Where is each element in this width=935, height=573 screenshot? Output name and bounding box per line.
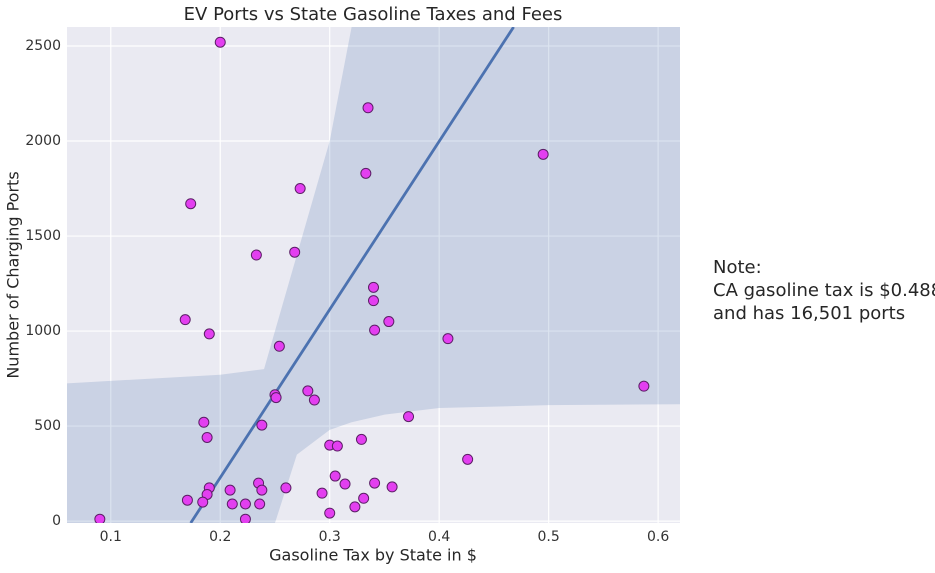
data-point [197,496,209,508]
x-tick-label: 0.5 [538,529,560,545]
data-point [308,394,320,406]
data-point [362,102,374,114]
y-tick-label: 0 [52,513,61,529]
y-axis-label: Number of Charging Ports [4,171,23,378]
data-point [368,281,379,293]
data-point [358,492,370,504]
data-point [270,392,282,404]
annotation: Note: [713,257,762,278]
data-point [329,470,341,482]
data-point [256,419,268,431]
annotation: CA gasoline tax is $0.4886 [713,280,935,301]
data-point [442,333,454,345]
x-tick-label: 0.4 [428,529,450,545]
data-point [224,484,236,496]
data-point [214,36,226,48]
confidence-band [67,27,680,523]
data-point [355,433,367,445]
chart-title: EV Ports vs State Gasoline Taxes and Fee… [184,4,563,25]
data-point [369,324,381,336]
x-tick-label: 0.2 [209,529,231,545]
data-point [289,246,301,258]
data-point [462,453,474,465]
data-point [638,380,650,392]
y-tick-label: 1000 [25,323,61,339]
data-point [250,249,262,261]
data-point [386,481,398,493]
regression-line [189,27,515,523]
x-tick-label: 0.6 [647,529,669,545]
data-point [280,482,292,494]
data-point [349,501,361,513]
data-point [256,484,268,496]
data-point [294,183,306,195]
data-point [302,385,314,397]
data-point [179,314,191,326]
annotation: and has 16,501 ports [713,303,905,324]
data-point [360,167,372,179]
data-point [369,477,381,489]
y-tick-label: 2500 [25,38,61,54]
data-point [324,507,336,519]
data-point [203,328,215,340]
data-point [339,478,351,490]
data-point [331,440,343,452]
data-point [254,498,266,510]
data-point [239,498,251,510]
x-axis-label: Gasoline Tax by State in $ [269,546,477,565]
y-tick-label: 2000 [25,133,61,149]
x-tick-label: 0.3 [319,529,341,545]
data-point [368,295,379,307]
data-point [537,148,549,160]
data-point [383,316,395,328]
data-point [273,340,285,352]
data-point [181,494,193,506]
data-point [226,498,238,510]
data-point [201,431,213,443]
plot-area [67,27,680,523]
data-point [94,513,106,523]
y-tick-label: 1500 [25,228,61,244]
data-point [198,416,210,428]
data-point [185,198,197,210]
x-tick-label: 0.1 [100,529,122,545]
data-point [239,513,251,523]
data-point [403,411,415,423]
data-point [316,487,328,499]
y-tick-label: 500 [34,418,61,434]
